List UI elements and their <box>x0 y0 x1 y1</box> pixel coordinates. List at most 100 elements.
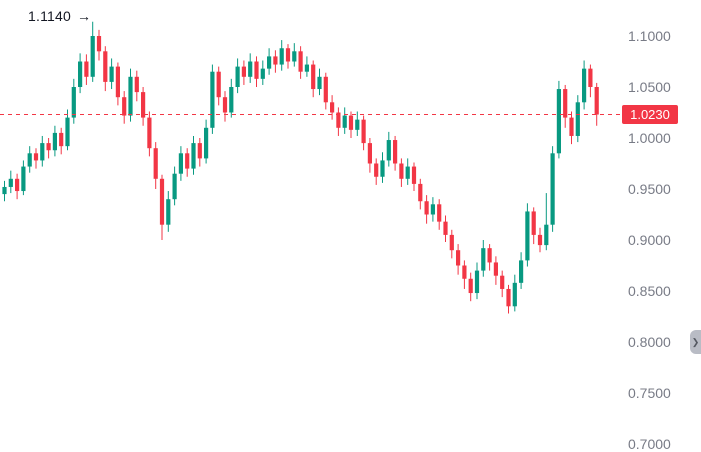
candle[interactable] <box>531 207 536 245</box>
candle[interactable] <box>65 109 70 151</box>
candle[interactable] <box>544 193 549 251</box>
candle[interactable] <box>588 64 593 98</box>
candle[interactable] <box>134 70 139 102</box>
candle[interactable] <box>2 180 7 202</box>
candle[interactable] <box>355 111 360 136</box>
candle[interactable] <box>424 195 429 224</box>
candle[interactable] <box>298 46 303 79</box>
candle[interactable] <box>323 72 328 110</box>
candle[interactable] <box>525 203 530 267</box>
candle[interactable] <box>361 115 366 151</box>
candle[interactable] <box>248 53 253 83</box>
axis-tick-label: 0.8500 <box>628 283 671 299</box>
candle[interactable] <box>380 152 385 183</box>
candle[interactable] <box>235 58 240 94</box>
candle[interactable] <box>550 146 555 232</box>
candle[interactable] <box>330 95 335 120</box>
candle[interactable] <box>90 21 95 82</box>
candle[interactable] <box>336 107 341 136</box>
candle[interactable] <box>594 82 599 126</box>
candle[interactable] <box>393 135 398 171</box>
candle[interactable] <box>103 46 108 92</box>
candle[interactable] <box>443 215 448 243</box>
candle[interactable] <box>15 173 20 200</box>
price-axis[interactable]: 1.0230 1.1000 1.0500 1.0000 0.9500 0.9000 0.8… <box>620 0 701 452</box>
candle[interactable] <box>273 50 278 73</box>
candle[interactable] <box>304 56 309 77</box>
candle[interactable] <box>342 107 347 134</box>
candle[interactable] <box>437 199 442 230</box>
candle[interactable] <box>506 284 511 314</box>
candle[interactable] <box>260 60 265 85</box>
candle[interactable] <box>122 91 127 124</box>
candle[interactable] <box>128 68 133 122</box>
candle[interactable] <box>456 244 461 275</box>
candle[interactable] <box>33 148 39 169</box>
candle[interactable] <box>40 135 45 167</box>
candle[interactable] <box>386 131 391 167</box>
candle[interactable] <box>109 58 114 90</box>
candle[interactable] <box>166 191 171 232</box>
scroll-handle[interactable]: ❯ <box>690 330 701 354</box>
candle[interactable] <box>254 56 259 87</box>
candle[interactable] <box>575 95 580 143</box>
candle[interactable] <box>399 158 404 187</box>
candle[interactable] <box>216 66 221 106</box>
candle[interactable] <box>500 270 505 298</box>
candle[interactable] <box>210 64 215 134</box>
candle[interactable] <box>141 87 146 126</box>
candle[interactable] <box>21 160 26 196</box>
candle[interactable] <box>153 142 158 189</box>
candle[interactable] <box>462 260 467 289</box>
candle[interactable] <box>78 53 83 94</box>
candle[interactable] <box>172 166 177 206</box>
candle[interactable] <box>563 84 568 128</box>
candle[interactable] <box>159 174 165 240</box>
candle[interactable] <box>191 135 196 175</box>
candle[interactable] <box>267 48 272 75</box>
candle[interactable] <box>418 178 423 210</box>
candle[interactable] <box>147 111 152 157</box>
candle[interactable] <box>430 197 435 222</box>
candle[interactable] <box>84 54 89 85</box>
candle[interactable] <box>27 146 32 173</box>
candle[interactable] <box>279 40 284 71</box>
candle[interactable] <box>96 29 102 61</box>
candle[interactable] <box>222 91 228 122</box>
candle[interactable] <box>374 158 379 185</box>
candle[interactable] <box>405 158 410 185</box>
candle[interactable] <box>487 244 492 271</box>
candle[interactable] <box>46 138 51 159</box>
candle[interactable] <box>582 60 587 110</box>
candle[interactable] <box>204 119 209 164</box>
candle[interactable] <box>367 138 372 173</box>
candle[interactable] <box>52 125 57 157</box>
candle[interactable] <box>556 80 561 159</box>
candle[interactable] <box>449 229 454 259</box>
candle[interactable] <box>569 111 574 145</box>
chart-canvas[interactable] <box>0 0 620 452</box>
candle[interactable] <box>519 252 524 289</box>
candle[interactable] <box>71 78 76 124</box>
candle[interactable] <box>197 138 202 167</box>
candle[interactable] <box>481 240 486 277</box>
candle[interactable] <box>348 111 354 138</box>
candle[interactable] <box>115 62 120 106</box>
candle[interactable] <box>292 43 297 67</box>
candle[interactable] <box>317 68 322 96</box>
candle[interactable] <box>411 162 417 192</box>
candle[interactable] <box>8 170 13 194</box>
candle[interactable] <box>468 272 473 302</box>
candle[interactable] <box>474 262 480 300</box>
candle[interactable] <box>512 274 517 312</box>
candle[interactable] <box>178 146 183 181</box>
candle[interactable] <box>185 148 190 177</box>
candle[interactable] <box>493 256 498 285</box>
candle[interactable] <box>285 44 291 69</box>
candle[interactable] <box>59 127 64 155</box>
candle[interactable] <box>311 60 316 98</box>
candle[interactable] <box>537 227 543 253</box>
candle[interactable] <box>229 78 234 118</box>
candle[interactable] <box>241 60 246 85</box>
